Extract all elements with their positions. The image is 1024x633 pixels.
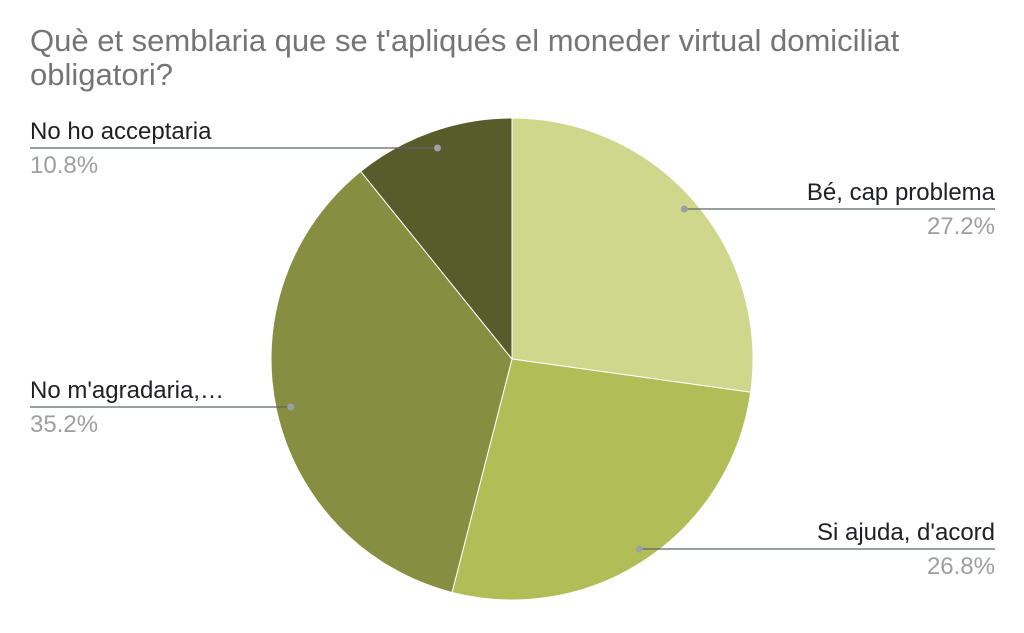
slice-percent-b-cap-problema: 27.2% [927,213,995,240]
slice-percent-no-ho-acceptaria: 10.8% [30,152,98,179]
slice-label-no-m-agradaria: No m'agradaria,… [30,377,224,404]
slice-label-no-ho-acceptaria: No ho acceptaria [30,118,212,145]
pie-slice-no-ho-acceptaria [360,117,513,361]
pie-slice-si-ajuda-d-acord [451,358,752,601]
leader-dot-no-ho-acceptaria [434,144,441,152]
chart-title: Què et semblaria que se t'apliqués el mo… [30,23,900,92]
slice-percent-si-ajuda-d-acord: 26.8% [927,553,995,580]
slice-label-b-cap-problema: Bé, cap problema [807,179,996,206]
slice-percent-no-m-agradaria: 35.2% [30,411,98,438]
pie-slice-b-cap-problema [511,117,754,393]
pie-slices [270,117,754,601]
leader-dot-no-m-agradaria [287,403,295,411]
leader-dot-si-ajuda-d-acord [635,545,643,553]
slice-label-si-ajuda-d-acord: Si ajuda, d'acord [817,519,995,546]
leader-dot-b-cap-problema [680,205,688,213]
pie-callouts: Bé, cap problema 27.2% Si ajuda, d'acord 26… [30,118,996,580]
pie-slice-no-m-agradaria [270,170,513,594]
